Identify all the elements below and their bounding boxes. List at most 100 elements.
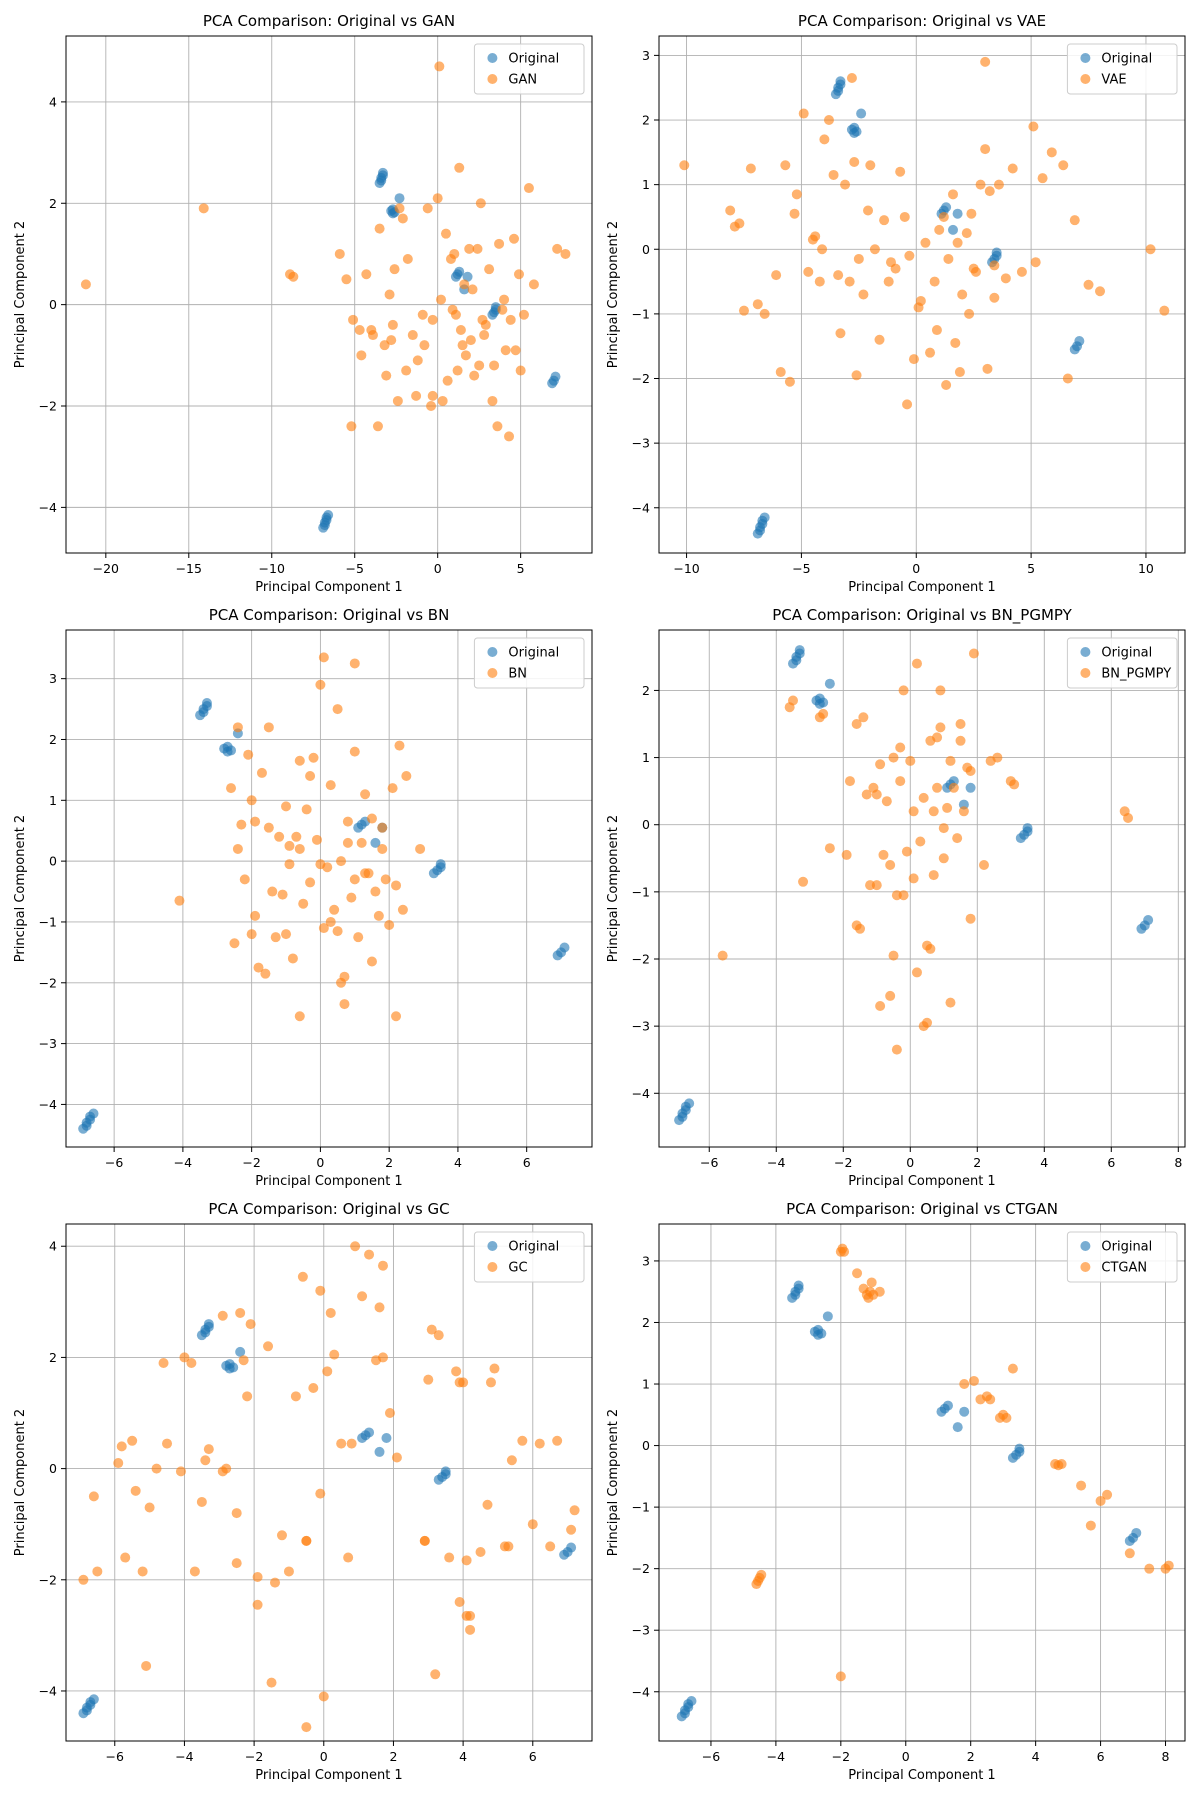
data-point-original bbox=[370, 837, 381, 848]
data-point-vae bbox=[828, 169, 839, 180]
data-point-vae bbox=[840, 179, 851, 190]
y-tick-label: −2 bbox=[39, 1572, 57, 1587]
x-tick-label: −10 bbox=[259, 561, 285, 576]
data-point-bn bbox=[226, 783, 237, 794]
data-point-gan bbox=[467, 284, 478, 295]
data-point-original bbox=[816, 1328, 827, 1339]
data-point-bn bbox=[318, 652, 329, 663]
data-point-vae bbox=[745, 163, 756, 174]
x-tick-label: 8 bbox=[1162, 1749, 1170, 1764]
data-point-gc bbox=[485, 1377, 496, 1388]
data-point-original bbox=[1143, 915, 1154, 926]
data-point-gan bbox=[464, 243, 475, 254]
series-original bbox=[674, 645, 1154, 1126]
data-point-gan bbox=[494, 238, 505, 249]
data-point-ctgan bbox=[866, 1277, 877, 1288]
data-point-bn_pgmpy bbox=[1009, 779, 1020, 790]
data-point-gc bbox=[238, 1355, 249, 1366]
data-point-bn bbox=[232, 722, 243, 733]
legend-marker-gc bbox=[487, 1262, 498, 1272]
data-point-bn_pgmpy bbox=[952, 833, 963, 844]
data-point-bn_pgmpy bbox=[935, 685, 946, 696]
chart-title: PCA Comparison: Original vs GAN bbox=[203, 12, 455, 30]
data-point-original bbox=[226, 745, 237, 756]
legend-label-original: Original bbox=[1101, 52, 1152, 67]
data-point-original bbox=[228, 1362, 239, 1373]
data-point-bn bbox=[281, 801, 292, 812]
y-tick-label: 1 bbox=[642, 750, 650, 765]
data-point-gc bbox=[534, 1438, 545, 1449]
data-point-gc bbox=[203, 1444, 214, 1455]
data-point-bn bbox=[332, 926, 343, 937]
data-point-bn_pgmpy bbox=[918, 792, 929, 803]
data-point-gc bbox=[465, 1624, 476, 1635]
data-point-bn bbox=[256, 767, 267, 778]
data-point-gan bbox=[354, 324, 365, 335]
data-point-bn_pgmpy bbox=[888, 752, 899, 763]
data-point-vae bbox=[869, 244, 880, 255]
data-point-gan bbox=[450, 309, 461, 320]
data-point-gan bbox=[552, 243, 563, 254]
x-tick-label: −6 bbox=[702, 1749, 720, 1764]
data-point-vae bbox=[853, 253, 864, 264]
legend-box bbox=[473, 1231, 585, 1283]
data-point-gan bbox=[474, 360, 485, 371]
x-tick-label: −4 bbox=[174, 1155, 192, 1170]
data-point-gan bbox=[505, 314, 516, 325]
y-tick-label: 1 bbox=[642, 177, 650, 192]
data-point-vae bbox=[913, 302, 924, 313]
y-axis-label: Principal Component 2 bbox=[606, 221, 621, 368]
data-point-original bbox=[559, 942, 570, 953]
data-point-vae bbox=[775, 367, 786, 378]
data-point-bn bbox=[349, 874, 360, 885]
data-point-gan bbox=[479, 330, 490, 341]
data-point-original bbox=[1022, 823, 1033, 834]
data-point-gc bbox=[127, 1435, 138, 1446]
data-point-gc bbox=[346, 1438, 357, 1449]
y-tick-label: 0 bbox=[642, 817, 650, 832]
legend-label-original: Original bbox=[1101, 646, 1152, 661]
data-point-gan bbox=[288, 271, 299, 282]
data-point-gan bbox=[454, 162, 465, 173]
data-point-bn_pgmpy bbox=[908, 873, 919, 884]
data-point-gan bbox=[469, 370, 480, 381]
y-tick-label: 3 bbox=[642, 1253, 650, 1268]
data-point-gc bbox=[252, 1599, 263, 1610]
data-point-gc bbox=[144, 1502, 155, 1513]
data-point-vae bbox=[738, 305, 749, 316]
data-point-gc bbox=[130, 1485, 141, 1496]
data-point-bn_pgmpy bbox=[895, 776, 906, 787]
data-point-gan bbox=[452, 365, 463, 376]
data-point-bn_pgmpy bbox=[905, 755, 916, 766]
data-point-gan bbox=[510, 345, 521, 356]
data-point-gan bbox=[518, 309, 529, 320]
data-point-gan bbox=[515, 365, 526, 376]
data-point-gc bbox=[141, 1660, 152, 1671]
data-point-gc bbox=[423, 1374, 434, 1385]
data-point-bn bbox=[284, 859, 295, 870]
y-tick-label: −3 bbox=[632, 436, 650, 451]
data-point-vae bbox=[954, 367, 965, 378]
legend-label-original: Original bbox=[508, 1240, 559, 1255]
data-point-bn_pgmpy bbox=[901, 846, 912, 857]
data-point-gc bbox=[545, 1541, 556, 1552]
x-axis-label: Principal Component 1 bbox=[255, 580, 402, 595]
x-tick-label: 6 bbox=[523, 1155, 531, 1170]
y-tick-label: −1 bbox=[632, 306, 650, 321]
data-point-gc bbox=[377, 1352, 388, 1363]
legend-marker-original bbox=[487, 647, 498, 657]
x-tick-label: 5 bbox=[1027, 561, 1035, 576]
legend: Original GC bbox=[473, 1231, 585, 1283]
data-point-gc bbox=[113, 1458, 124, 1469]
data-point-bn bbox=[311, 834, 322, 845]
x-tick-label: 2 bbox=[389, 1749, 397, 1764]
y-axis-label: Principal Component 2 bbox=[606, 1409, 621, 1556]
data-point-gan bbox=[387, 319, 398, 330]
data-point-original bbox=[364, 1427, 375, 1438]
data-point-bn bbox=[336, 856, 347, 867]
data-point-bn bbox=[287, 953, 298, 964]
series-original bbox=[318, 167, 561, 533]
data-point-vae bbox=[752, 299, 763, 310]
x-tick-label: −6 bbox=[105, 1155, 123, 1170]
legend-label-original: Original bbox=[1101, 1240, 1152, 1255]
